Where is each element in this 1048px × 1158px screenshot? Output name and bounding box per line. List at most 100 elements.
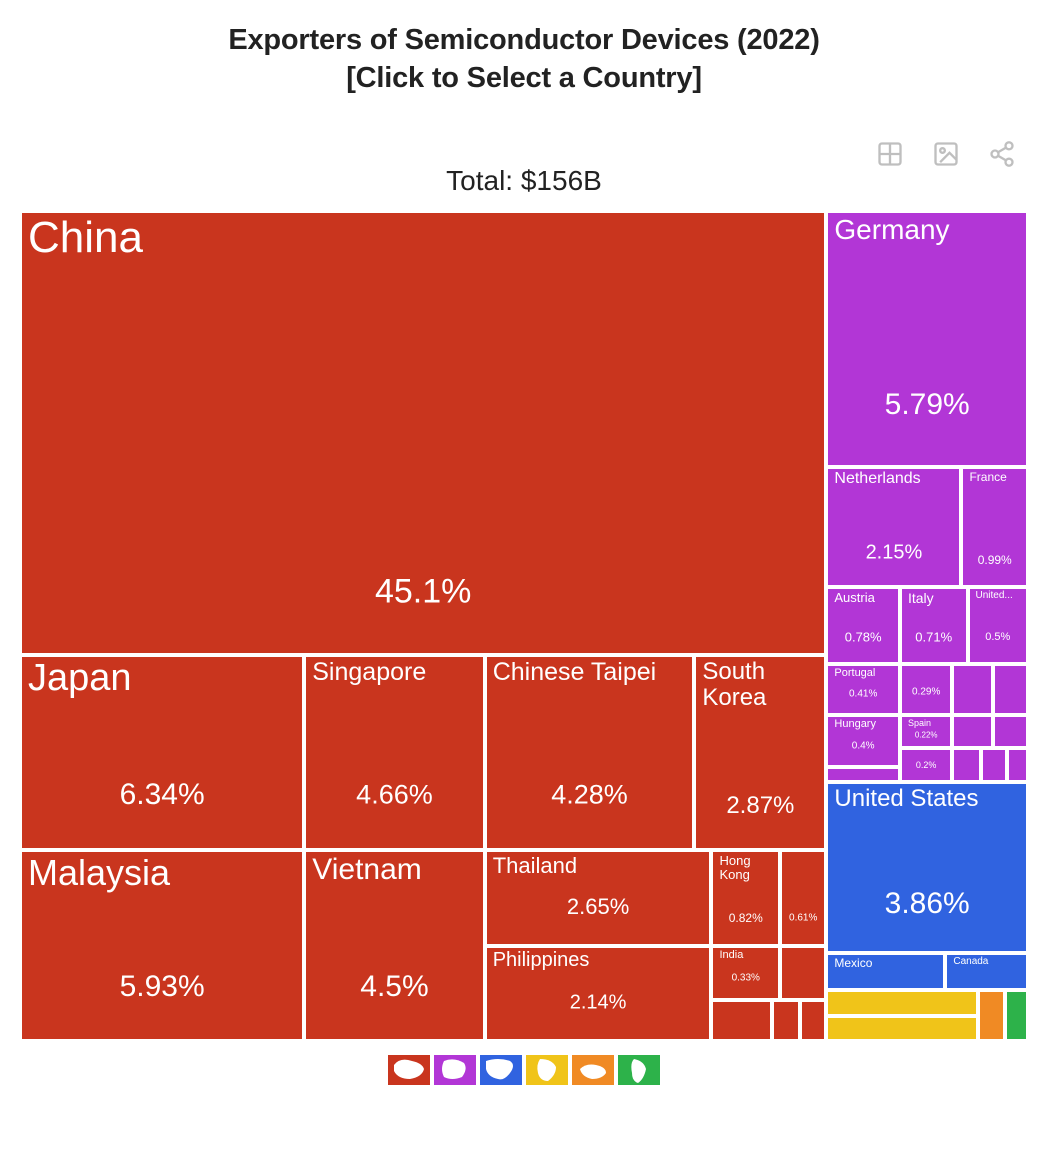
- treemap-node-eu-misc6[interactable]: 0.2%: [900, 748, 952, 781]
- image-icon[interactable]: [932, 140, 960, 173]
- node-percent: 5.93%: [22, 970, 302, 1004]
- node-label: United States: [834, 786, 1022, 811]
- asia-icon[interactable]: [388, 1055, 430, 1085]
- treemap-node-japan[interactable]: Japan6.34%: [20, 655, 304, 850]
- treemap-node-hungary[interactable]: Hungary 0.4%: [826, 715, 900, 766]
- chart-title: Exporters of Semiconductor Devices (2022…: [0, 22, 1048, 97]
- treemap-node-thailand[interactable]: Thailand2.65%: [485, 850, 712, 945]
- treemap-node-canada[interactable]: Canada: [945, 953, 1028, 990]
- node-percent: 6.34%: [22, 778, 302, 812]
- treemap-node-oceania-1[interactable]: [978, 990, 1005, 1041]
- node-percent: 0.41%: [828, 689, 898, 700]
- chart-container: Exporters of Semiconductor Devices (2022…: [0, 0, 1048, 1158]
- node-label: Germany: [834, 215, 1022, 244]
- treemap-node-hong-kong[interactable]: Hong Kong 0.82%: [711, 850, 780, 945]
- node-label: Netherlands: [834, 471, 955, 488]
- node-percent: 2.14%: [487, 991, 710, 1014]
- toolbar: [876, 140, 1016, 173]
- node-label: Vietnam: [312, 854, 478, 886]
- node-label: Chinese Taipei: [493, 659, 689, 685]
- node-percent: 0.29%: [902, 686, 950, 697]
- node-label: Malaysia: [28, 854, 298, 892]
- node-label: Canada: [953, 957, 1022, 968]
- node-label: France: [969, 471, 1022, 484]
- node-percent: 0.99%: [963, 553, 1026, 567]
- node-percent: 4.5%: [306, 970, 482, 1004]
- node-percent: 0.78%: [828, 630, 898, 645]
- treemap-node-netherlands[interactable]: Netherlands 2.15%: [826, 467, 961, 587]
- treemap-node-asia-misc1[interactable]: 0.61%: [780, 850, 826, 945]
- treemap-node-chinese-taipei[interactable]: Chinese Taipei 4.28%: [485, 655, 695, 850]
- treemap-node-eu-misc10[interactable]: [826, 767, 900, 782]
- treemap-node-italy[interactable]: Italy 0.71%: [900, 587, 968, 663]
- node-percent: 0.22%: [902, 730, 950, 739]
- node-percent: 0.5%: [970, 631, 1026, 643]
- grid-icon[interactable]: [876, 140, 904, 173]
- node-label: Italy: [908, 591, 962, 606]
- node-percent: 0.61%: [782, 913, 824, 924]
- treemap-node-united-kingdom[interactable]: United... 0.5%: [968, 587, 1028, 663]
- region-legend: [0, 1055, 1048, 1085]
- node-label: Singapore: [312, 659, 478, 685]
- node-percent: 0.2%: [902, 760, 950, 770]
- treemap: China45.1%Japan6.34%Singapore4.66%Chines…: [20, 211, 1028, 1041]
- treemap-node-vietnam[interactable]: Vietnam 4.5%: [304, 850, 484, 1041]
- treemap-node-united-states[interactable]: United States 3.86%: [826, 782, 1028, 953]
- node-percent: 0.4%: [828, 740, 898, 751]
- node-label: Hong Kong: [719, 854, 774, 881]
- treemap-node-asia-misc3[interactable]: [711, 1000, 771, 1042]
- treemap-node-eu-misc7[interactable]: [952, 748, 980, 781]
- africa-icon[interactable]: [526, 1055, 568, 1085]
- treemap-node-asia-misc4[interactable]: [772, 1000, 800, 1042]
- treemap-node-eu-misc3[interactable]: [993, 664, 1028, 715]
- node-percent: 4.66%: [306, 779, 482, 810]
- treemap-node-spain[interactable]: Spain 0.22%: [900, 715, 952, 748]
- treemap-node-eu-misc9[interactable]: [1007, 748, 1028, 781]
- node-percent: 0.33%: [713, 972, 778, 983]
- treemap-node-asia-misc2[interactable]: [780, 946, 826, 1000]
- treemap-node-germany[interactable]: Germany 5.79%: [826, 211, 1028, 467]
- node-percent: 0.82%: [713, 911, 778, 925]
- node-percent: 2.15%: [828, 541, 959, 564]
- treemap-node-africa-strip[interactable]: [826, 990, 977, 1017]
- treemap-node-south-korea[interactable]: South Korea 2.87%: [694, 655, 826, 850]
- treemap-node-eu-misc8[interactable]: [981, 748, 1007, 781]
- europe-icon[interactable]: [434, 1055, 476, 1085]
- node-percent: 4.28%: [487, 779, 693, 810]
- node-label: Spain: [908, 719, 946, 728]
- node-label: South Korea: [702, 659, 820, 709]
- treemap-node-eu-misc2[interactable]: [952, 664, 992, 715]
- treemap-node-china[interactable]: China45.1%: [20, 211, 826, 655]
- node-percent: 3.86%: [828, 887, 1026, 921]
- treemap-node-africa-strip2[interactable]: [826, 1016, 977, 1041]
- node-percent: 0.71%: [902, 630, 966, 645]
- node-label: Philippines: [493, 950, 706, 971]
- treemap-node-sa-1[interactable]: [1005, 990, 1028, 1041]
- treemap-node-asia-misc5[interactable]: [800, 1000, 826, 1042]
- treemap-node-philippines[interactable]: Philippines 2.14%: [485, 946, 712, 1041]
- oceania-icon[interactable]: [572, 1055, 614, 1085]
- treemap-node-france[interactable]: France 0.99%: [961, 467, 1028, 587]
- treemap-node-portugal[interactable]: Portugal 0.41%: [826, 664, 900, 715]
- treemap-node-malaysia[interactable]: Malaysia 5.93%: [20, 850, 304, 1041]
- treemap-node-eu-misc1[interactable]: 0.29%: [900, 664, 952, 715]
- treemap-node-eu-misc5[interactable]: [993, 715, 1028, 748]
- share-icon[interactable]: [988, 140, 1016, 173]
- treemap-node-india[interactable]: India 0.33%: [711, 946, 780, 1000]
- node-percent: 45.1%: [22, 572, 824, 611]
- north-america-icon[interactable]: [480, 1055, 522, 1085]
- node-label: Portugal: [834, 668, 894, 680]
- treemap-node-eu-misc4[interactable]: [952, 715, 992, 748]
- node-label: India: [719, 950, 774, 962]
- title-line-2: [Click to Select a Country]: [0, 60, 1048, 98]
- treemap-node-austria[interactable]: Austria0.78%: [826, 587, 900, 663]
- node-percent: 2.87%: [696, 792, 824, 820]
- node-label: Hungary: [834, 719, 894, 731]
- treemap-node-mexico[interactable]: Mexico: [826, 953, 945, 990]
- node-percent: 5.79%: [828, 388, 1026, 422]
- node-label: United...: [976, 591, 1022, 602]
- title-line-1: Exporters of Semiconductor Devices (2022…: [0, 22, 1048, 60]
- treemap-node-singapore[interactable]: Singapore 4.66%: [304, 655, 484, 850]
- node-percent: 2.65%: [487, 894, 710, 920]
- south-america-icon[interactable]: [618, 1055, 660, 1085]
